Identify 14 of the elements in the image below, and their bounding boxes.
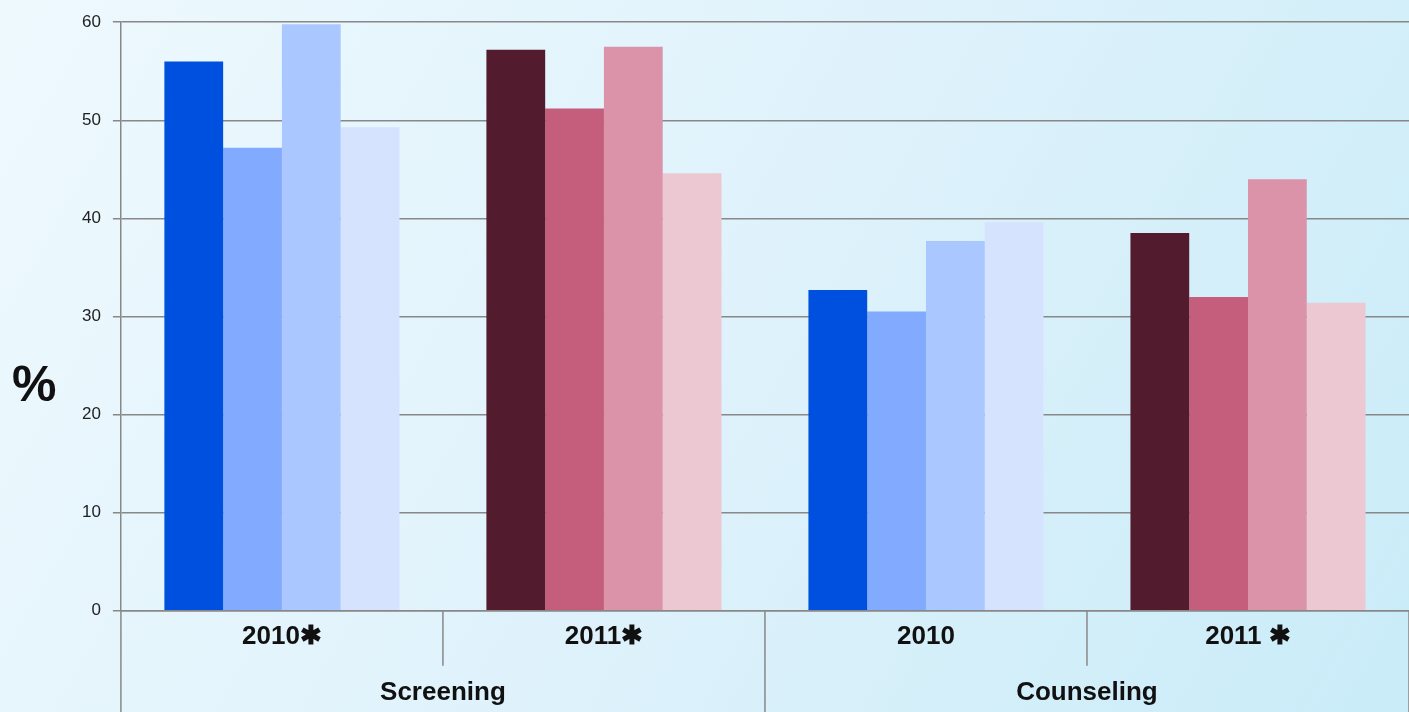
x-tick-label: 2010 [897, 619, 955, 650]
x-tick-label: 2010✱ [242, 619, 322, 650]
y-tick-label: 30 [81, 306, 101, 326]
y-tick-label: 40 [81, 208, 101, 228]
x-tick-label: 2011 ✱ [1205, 619, 1291, 650]
y-tick-label: 10 [81, 502, 101, 522]
text: Screening [380, 675, 506, 706]
y-tick-label: 60 [81, 11, 101, 31]
y-axis-title: % [12, 355, 57, 413]
x-tick-label: 2011✱ [564, 619, 644, 650]
y-tick-label: 20 [81, 404, 101, 424]
y-tick-label: 50 [81, 109, 101, 129]
y-tick-label: 0 [91, 600, 101, 620]
text: Counseling [1016, 675, 1158, 706]
